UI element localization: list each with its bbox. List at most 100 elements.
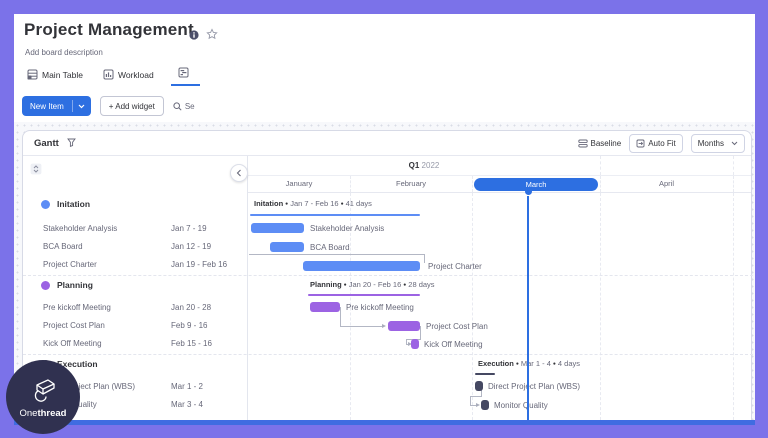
- chart-rows: Initation ● Jan 7 - Feb 16 ● 41 days Stakeho…: [248, 193, 751, 425]
- filter-icon[interactable]: [67, 138, 76, 147]
- group-summary-duration: 41 days: [345, 199, 372, 208]
- bar-label: Kick Off Meeting: [424, 340, 483, 349]
- new-item-button[interactable]: New Item: [22, 96, 91, 116]
- group-summary-range: Mar 1 - 4: [520, 359, 551, 368]
- task-dates: Feb 15 - 16: [171, 339, 212, 348]
- bullet-separator: ●: [343, 282, 347, 288]
- main-table-icon: [27, 69, 38, 80]
- baseline-icon: [577, 139, 588, 148]
- chevron-down-icon[interactable]: [78, 104, 91, 109]
- info-icon[interactable]: [189, 30, 199, 40]
- onethread-watermark: Onethread: [6, 360, 80, 434]
- today-marker-dot: [525, 188, 532, 195]
- page-title: Project Management: [24, 20, 194, 39]
- task-dates: Mar 3 - 4: [171, 400, 204, 409]
- onethread-wordmark: Onethread: [19, 407, 67, 419]
- quarter-name: Q1: [408, 161, 420, 170]
- group-summary-name: Planning: [310, 280, 342, 289]
- gantt-chart: Q1 2022 January February March April: [248, 156, 751, 425]
- group-summary: Execution ● Mar 1 - 4 ● 4 days: [478, 359, 580, 368]
- bar-label: BCA Board: [310, 243, 350, 252]
- gantt-widget-title: Gantt: [34, 138, 59, 149]
- collapse-all-icon[interactable]: [30, 163, 42, 175]
- tab-label: Workload: [117, 69, 154, 80]
- task-name[interactable]: Pre kickoff Meeting: [43, 303, 111, 312]
- task-dates: Mar 1 - 2: [171, 382, 204, 391]
- gantt-body: Initation Stakeholder Analysis Jan 7 - 1…: [23, 156, 753, 425]
- gantt-bar-pre-kickoff-meeting[interactable]: [310, 302, 340, 312]
- chart-view-icon: [178, 67, 189, 78]
- group-summary-name: Initation: [254, 199, 284, 208]
- task-dates: Jan 12 - 19: [171, 242, 212, 251]
- gantt-bar-bca-board[interactable]: [270, 242, 304, 252]
- auto-fit-icon: [636, 139, 645, 148]
- bar-label: Pre kickoff Meeting: [346, 303, 414, 312]
- baseline-button[interactable]: Baseline: [577, 139, 622, 148]
- group-range-line: [308, 294, 420, 296]
- group-summary-range: Jan 20 - Feb 16: [348, 280, 402, 289]
- dependency-connector: [470, 386, 482, 397]
- task-name[interactable]: Project Cost Plan: [43, 321, 105, 330]
- task-dates: Jan 20 - 28: [171, 303, 212, 312]
- task-name[interactable]: Stakeholder Analysis: [43, 224, 118, 233]
- group-name[interactable]: Execution: [57, 359, 98, 369]
- gantt-bar-project-charter[interactable]: [303, 261, 420, 271]
- task-name[interactable]: Kick Off Meeting: [43, 339, 102, 348]
- gantt-bar-monitor-quality[interactable]: [481, 400, 489, 410]
- month-header: January February March April: [248, 176, 751, 193]
- bullet-separator: ●: [515, 361, 519, 367]
- quarter-label: Q1 2022: [248, 161, 600, 170]
- auto-fit-button[interactable]: Auto Fit: [629, 134, 683, 153]
- gantt-widget: Gantt Baseline: [22, 130, 753, 425]
- search-control[interactable]: Se: [173, 102, 195, 111]
- zoom-level-value: Months: [697, 139, 724, 148]
- bar-label: Stakeholder Analysis: [310, 224, 385, 233]
- gantt-controls: Baseline Auto Fit Months: [577, 134, 745, 153]
- bullet-separator: ●: [552, 361, 556, 367]
- tab-gantt-active[interactable]: [170, 63, 200, 86]
- task-name[interactable]: Project Charter: [43, 260, 97, 269]
- dependency-connector: [406, 339, 409, 345]
- baseline-label: Baseline: [590, 139, 622, 148]
- zoom-level-select[interactable]: Months: [690, 134, 745, 153]
- group-summary-duration: 28 days: [408, 280, 435, 289]
- tab-main-table[interactable]: Main Table: [24, 65, 86, 86]
- task-name[interactable]: BCA Board: [43, 242, 83, 251]
- favorite-star-icon[interactable]: [206, 28, 218, 40]
- group-summary: Planning ● Jan 20 - Feb 16 ● 28 days: [310, 280, 435, 289]
- task-dates: Feb 9 - 16: [171, 321, 208, 330]
- group-summary: Initation ● Jan 7 - Feb 16 ● 41 days: [254, 199, 372, 208]
- task-name[interactable]: Direct Project Plan (WBS): [43, 382, 136, 391]
- gantt-bar-stakeholder-analysis[interactable]: [251, 223, 304, 233]
- add-widget-button[interactable]: + Add widget: [99, 96, 164, 116]
- collapse-panel-button[interactable]: [230, 164, 248, 182]
- board-description[interactable]: Add board description: [25, 48, 103, 57]
- quarter-year: 2022: [421, 161, 440, 170]
- auto-fit-label: Auto Fit: [648, 139, 676, 148]
- group-range-line: [250, 214, 420, 216]
- dashboard-canvas: Gantt Baseline: [14, 122, 755, 425]
- today-marker-line: [527, 196, 529, 425]
- group-name[interactable]: Planning: [57, 280, 93, 290]
- dependency-arrow: [476, 402, 480, 407]
- group-color-dot: [41, 281, 50, 290]
- bar-label: Direct Project Plan (WBS): [488, 382, 581, 391]
- gantt-bar-direct-project-plan[interactable]: [475, 381, 483, 391]
- workload-icon: [103, 69, 114, 80]
- group-separator: [23, 354, 753, 355]
- month-label: February: [395, 179, 426, 188]
- new-item-label: New Item: [30, 101, 64, 111]
- gantt-bar-project-cost-plan[interactable]: [388, 321, 420, 331]
- quarter-header: Q1 2022: [248, 156, 751, 176]
- dependency-connector: [340, 307, 384, 327]
- gantt-widget-header: Gantt Baseline: [23, 131, 751, 156]
- task-dates: Jan 19 - Feb 16: [171, 260, 228, 269]
- group-range-line: [475, 373, 495, 375]
- bottom-accent-bar: [14, 420, 755, 425]
- group-summary-range: Jan 7 - Feb 16: [290, 199, 339, 208]
- tab-label: Main Table: [42, 69, 83, 80]
- gantt-bar-kick-off-meeting[interactable]: [411, 339, 419, 349]
- group-name[interactable]: Initation: [57, 199, 91, 209]
- tab-workload[interactable]: Workload: [100, 65, 157, 86]
